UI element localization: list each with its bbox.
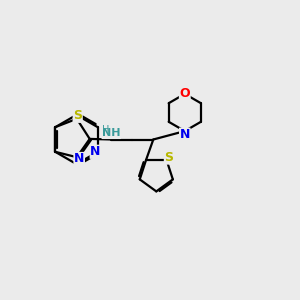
Text: NH: NH xyxy=(102,128,121,139)
Text: O: O xyxy=(179,87,190,100)
Text: N: N xyxy=(90,145,100,158)
Text: S: S xyxy=(73,109,82,122)
Text: S: S xyxy=(164,151,173,164)
Text: N: N xyxy=(180,128,190,141)
Text: N: N xyxy=(74,152,84,166)
Text: H: H xyxy=(102,125,110,135)
